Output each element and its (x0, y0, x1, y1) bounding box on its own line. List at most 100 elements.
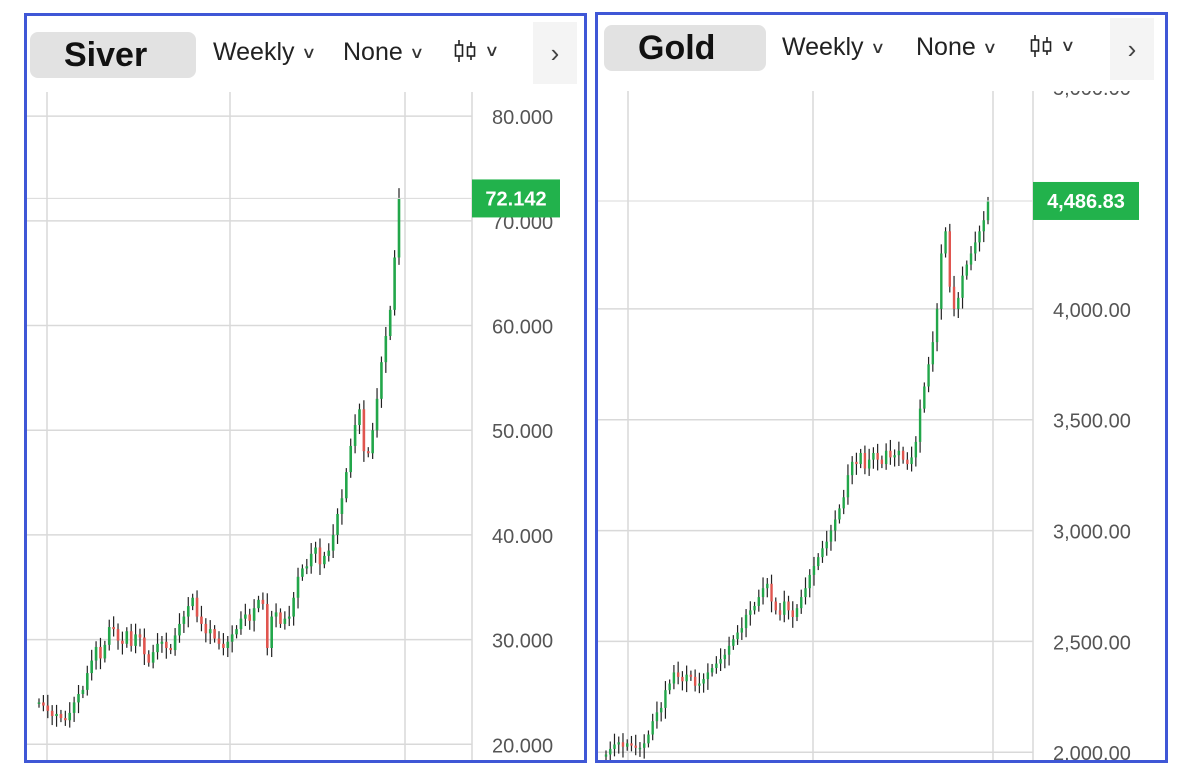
candle-body (978, 231, 981, 243)
silver-chart-panel: 80.000 70.000 60.000 50.000 40.000 30.000 20.0… (24, 13, 587, 763)
candle-body (872, 452, 875, 460)
candle-body (923, 386, 926, 409)
candle-body (808, 574, 811, 589)
y-tick-label: 40.000 (492, 526, 553, 548)
candle-body (698, 683, 701, 686)
candle-body (944, 231, 947, 254)
y-tick-label: 60.000 (492, 317, 553, 339)
candle-body (305, 566, 309, 569)
y-tick-label: 4,000.00 (1053, 300, 1131, 322)
symbol-label: Gold (638, 28, 716, 67)
candle-body (296, 576, 300, 598)
chart-type-selector[interactable]: ∨ (1028, 33, 1076, 59)
chevron-down-icon: ∨ (409, 44, 425, 62)
candle-body (217, 638, 221, 644)
candle-body (64, 718, 67, 721)
candle-body (173, 635, 177, 651)
candle-body (345, 472, 348, 499)
candle-body (613, 744, 616, 749)
candle-body (178, 623, 181, 636)
candle-body (710, 668, 714, 673)
candle-body (863, 452, 867, 469)
candle-body (143, 637, 146, 655)
gold-toolbar: Gold Weekly ∨ None ∨ ∨ › (598, 15, 1165, 91)
candle-body (952, 286, 956, 309)
candle-body (81, 689, 85, 695)
y-tick-label: 2,500.00 (1053, 632, 1131, 654)
candle-body (151, 652, 155, 663)
candle-body (292, 597, 295, 617)
candlestick-icon (1030, 35, 1052, 57)
interval-label: Weekly (213, 38, 295, 66)
candle-body (134, 634, 137, 646)
candle-body (165, 641, 168, 648)
candle-body (257, 599, 260, 609)
interval-label: Weekly (782, 33, 864, 61)
candle-body (42, 702, 45, 706)
candle-body (50, 710, 54, 717)
toolbar-next-button[interactable]: › (1110, 18, 1154, 80)
candle-body (349, 445, 353, 473)
chevron-right-icon: › (550, 37, 560, 68)
candle-body (834, 519, 837, 531)
candle-body (265, 604, 269, 648)
candle-body (630, 743, 633, 746)
toolbar-next-button[interactable]: › (533, 22, 577, 84)
candle-body (314, 547, 317, 554)
interval-selector[interactable]: Weekly ∨ (213, 38, 316, 67)
silver-chart[interactable]: 80.00070.00060.00050.00040.00030.00020.0… (27, 16, 584, 760)
candle-body (732, 639, 735, 646)
chart-type-selector[interactable]: ∨ (452, 38, 499, 64)
candle-body (147, 654, 151, 663)
candle-body (787, 601, 790, 611)
candle-body (770, 583, 773, 602)
candle-body (235, 629, 238, 635)
indicator-selector[interactable]: None ∨ (343, 38, 425, 67)
candle-body (638, 747, 642, 750)
candle-body (986, 200, 990, 221)
candle-body (112, 627, 115, 630)
candle-body (659, 707, 663, 713)
candle-body (685, 674, 688, 682)
candle-body (715, 663, 718, 669)
candle-body (825, 541, 828, 549)
candle-body (68, 712, 72, 721)
candle-body (702, 679, 705, 684)
candle-body (859, 452, 862, 465)
candlestick-icon (454, 40, 476, 62)
symbol-selector[interactable]: Gold (604, 25, 766, 71)
candle-body (723, 654, 727, 660)
candle-body (791, 610, 794, 618)
silver-toolbar: Siver Weekly ∨ None ∨ ∨ › (27, 16, 584, 92)
candle-body (965, 264, 968, 276)
candle-body (906, 459, 909, 465)
candle-body (795, 608, 799, 618)
candle-body (138, 634, 142, 638)
gold-chart[interactable]: 5,000.004,000.003,500.003,000.002,500.00… (598, 15, 1165, 760)
candle-body (749, 610, 752, 615)
symbol-selector[interactable]: Siver (30, 32, 196, 78)
candle-body (182, 616, 186, 624)
candle-body (287, 616, 291, 619)
indicator-selector[interactable]: None ∨ (916, 33, 997, 62)
interval-selector[interactable]: Weekly ∨ (782, 33, 885, 62)
candle-body (301, 568, 304, 577)
candle-body (706, 672, 710, 680)
candle-body (940, 253, 943, 309)
candle-body (910, 457, 913, 465)
candle-body (371, 430, 374, 454)
candle-body (948, 231, 951, 287)
candle-body (800, 597, 803, 609)
candle-body (121, 640, 124, 644)
candle-body (655, 712, 659, 722)
candle-body (397, 198, 401, 258)
candle-body (634, 745, 637, 748)
candle-body (889, 450, 892, 458)
candle-body (719, 659, 722, 664)
candle-body (195, 597, 199, 617)
candle-body (846, 475, 850, 498)
candle-body (901, 450, 905, 460)
chevron-down-icon: ∨ (1060, 38, 1076, 55)
candle-body (244, 614, 247, 619)
candle-body (37, 702, 41, 704)
